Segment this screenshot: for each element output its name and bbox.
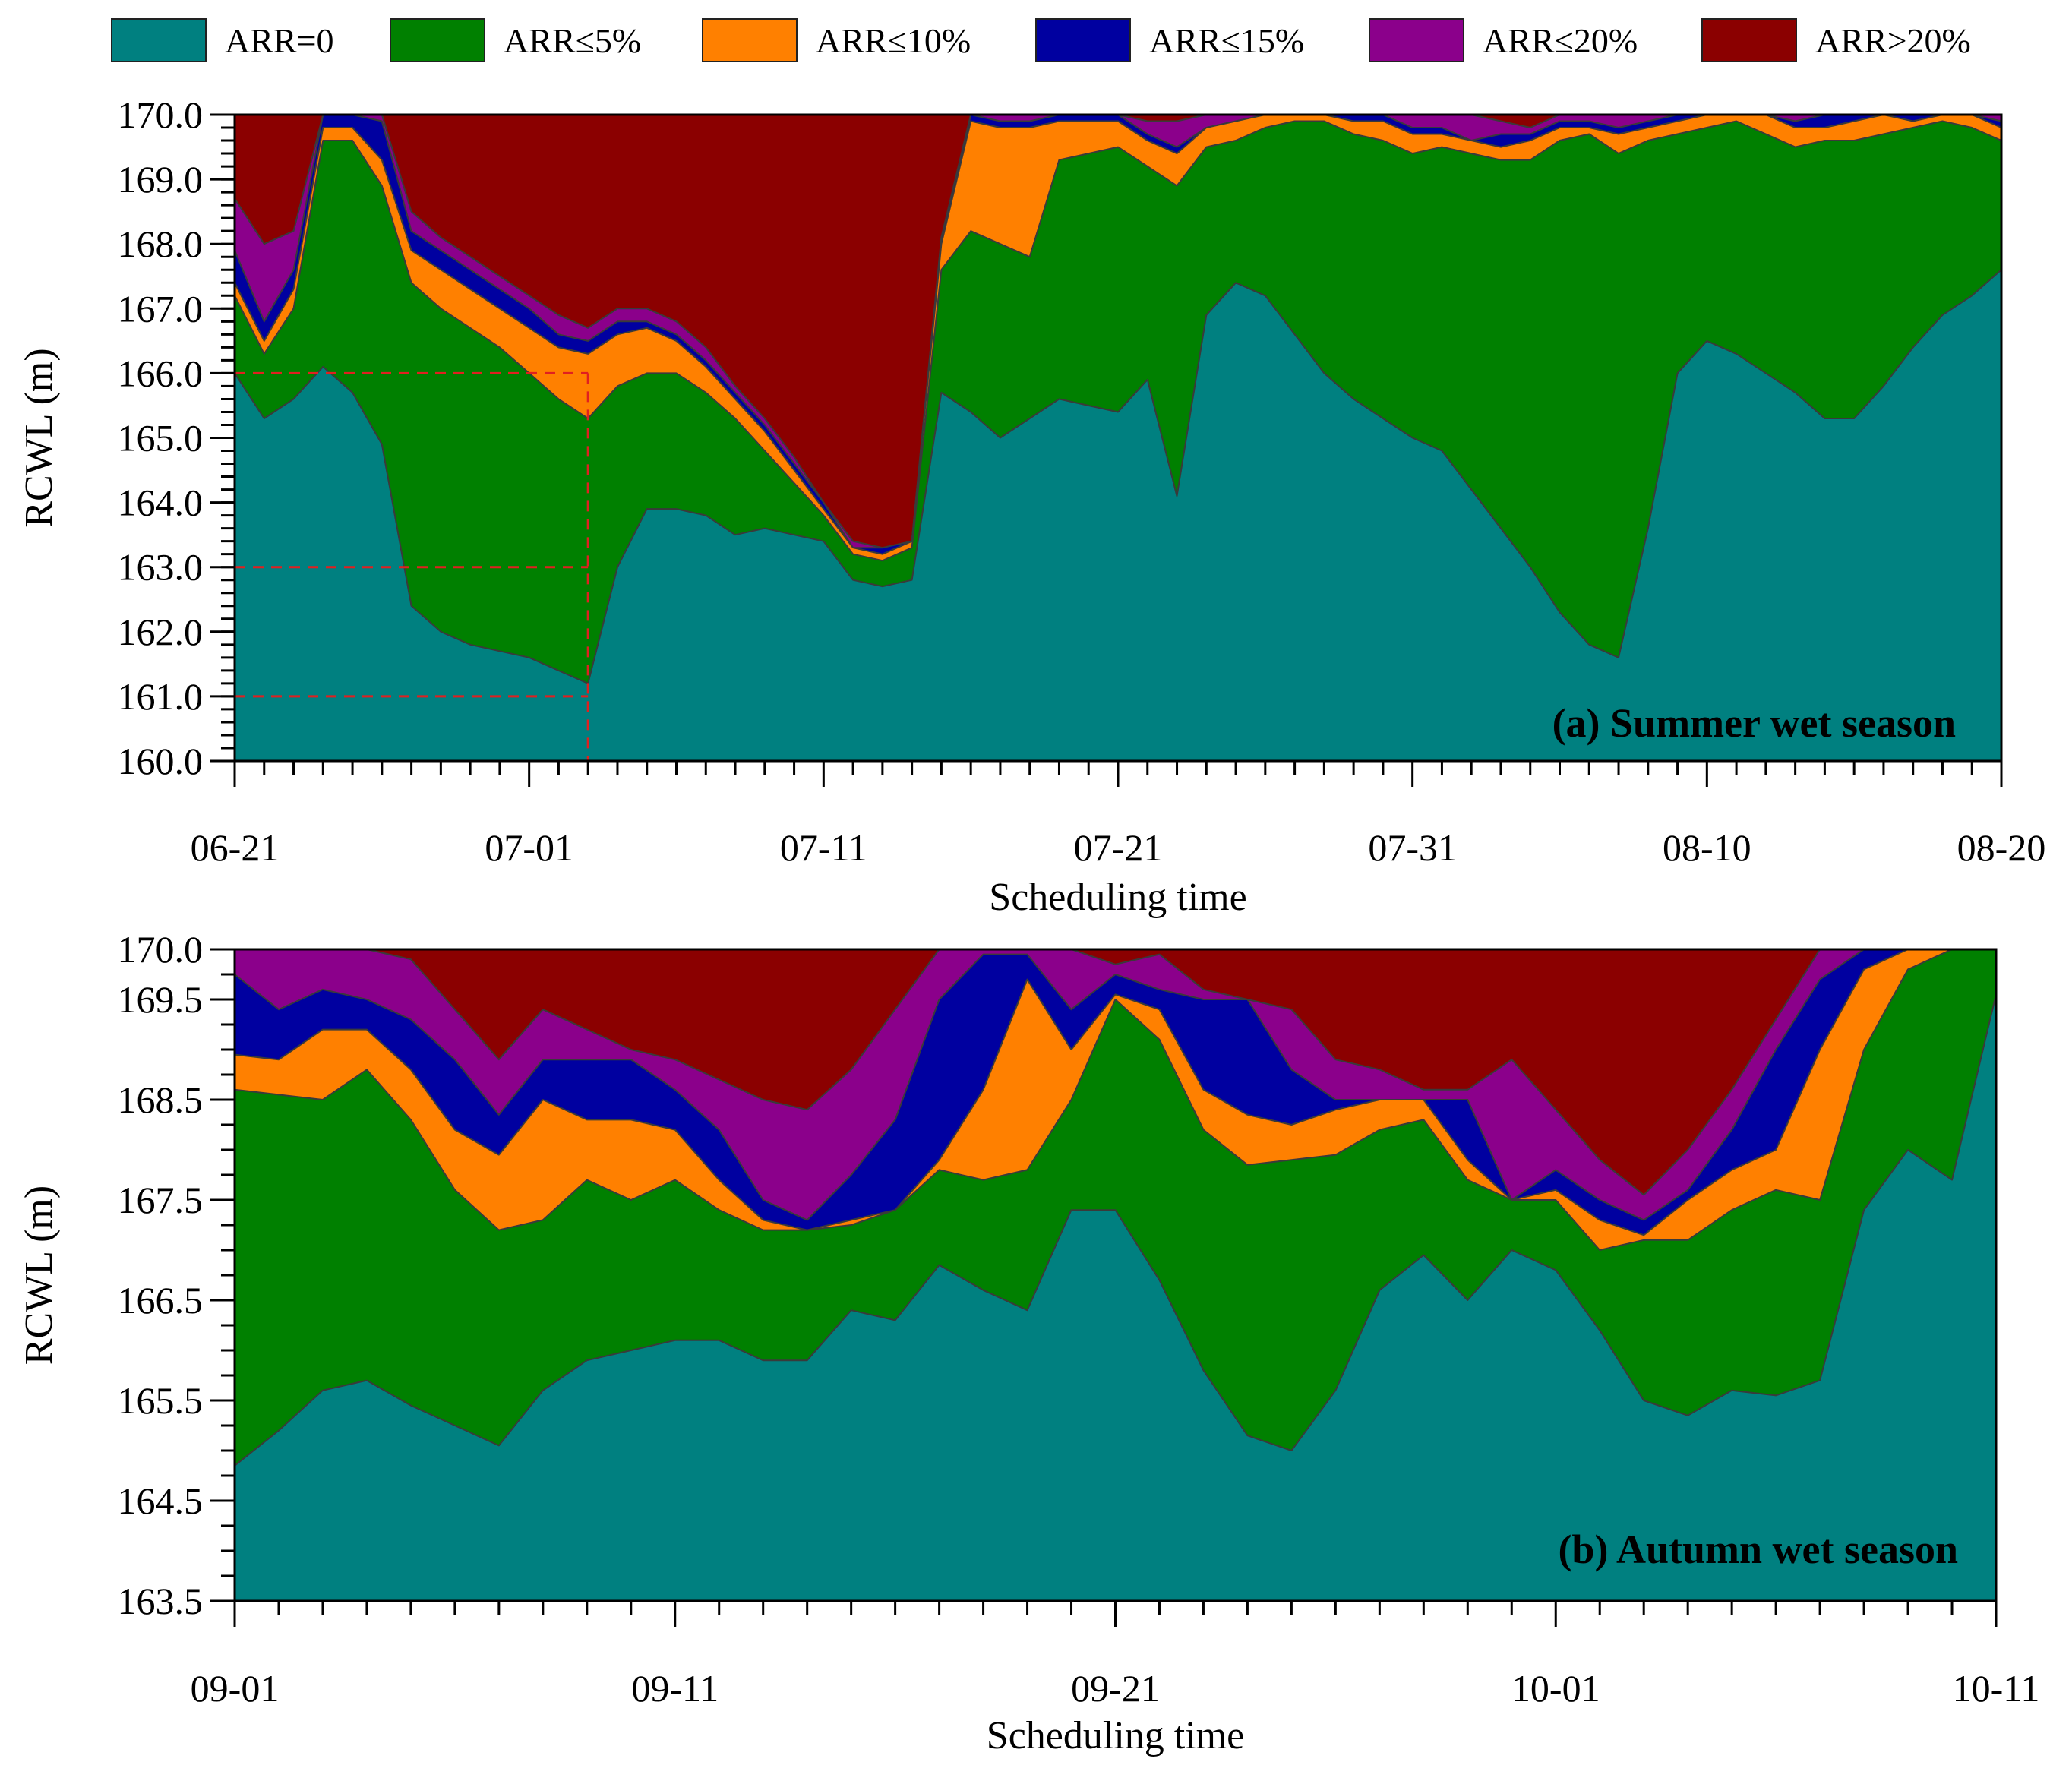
y-tick-label: 160.0 [118, 740, 204, 782]
y-axis-title: RCWL (m) [17, 348, 61, 527]
y-tick-label: 169.5 [118, 978, 204, 1021]
area-band-arr0 [234, 269, 2002, 762]
legend-swatch [111, 18, 207, 62]
x-tick-label: 08-10 [1663, 826, 1751, 869]
x-tick-label: 08-20 [1957, 826, 2046, 869]
panel-title: (a) Summer wet season [1552, 700, 1956, 746]
panel-autumn: 09-01 09-11 09-21 10-01 10-11 163.5 164.5 165.5… [17, 928, 2039, 1757]
y-tick-label: 166.0 [118, 352, 204, 394]
legend-swatch [1369, 18, 1464, 62]
x-axis-title: Scheduling time [987, 1714, 1244, 1757]
x-tick-label: 09-21 [1071, 1667, 1160, 1710]
y-tick-label: 163.5 [118, 1580, 204, 1622]
x-tick-label: 09-01 [191, 1667, 280, 1710]
y-tick-label: 168.0 [118, 223, 204, 265]
legend-item-arr-gt-20: ARR>20% [1701, 17, 1971, 64]
legend-label: ARR>20% [1815, 21, 1971, 60]
y-tick-label: 169.0 [118, 158, 204, 200]
legend-swatch [1035, 18, 1131, 62]
y-tick-label: 170.0 [118, 928, 204, 971]
y-tick-label: 162.0 [118, 611, 204, 653]
legend-label: ARR≤15% [1149, 21, 1305, 60]
legend-item-arr-le-15: ARR≤15% [1035, 17, 1304, 64]
legend-label: ARR≤20% [1483, 21, 1638, 60]
x-tick-label: 07-01 [485, 826, 573, 869]
x-tick-label: 10-01 [1511, 1667, 1600, 1710]
y-tick-label: 165.0 [118, 417, 204, 459]
legend-swatch [1701, 18, 1797, 62]
y-tick-label: 166.5 [118, 1279, 204, 1321]
legend: ARR=0 ARR≤5% ARR≤10% ARR≤15% ARR≤20% ARR… [0, 0, 2072, 84]
legend-label: ARR=0 [225, 21, 334, 60]
x-axis-title: Scheduling time [989, 876, 1246, 919]
y-tick-label: 164.0 [118, 482, 204, 524]
x-tick-label: 09-11 [631, 1667, 719, 1710]
y-tick-label: 163.0 [118, 546, 204, 589]
x-tick-label: 10-11 [1953, 1667, 2040, 1710]
legend-swatch [702, 18, 798, 62]
panel-title: (b) Autumn wet season [1558, 1527, 1958, 1572]
y-tick-label: 168.5 [118, 1078, 204, 1121]
y-tick-label: 161.0 [118, 675, 204, 718]
x-tick-label: 07-21 [1074, 826, 1163, 869]
y-tick-label: 165.5 [118, 1379, 204, 1422]
panel-summer: 06-21 07-01 07-11 07-21 07-31 08-10 08-20 160.0… [17, 93, 2045, 919]
legend-label: ARR≤10% [816, 21, 971, 60]
y-tick-label: 167.5 [118, 1179, 204, 1221]
y-axis-title: RCWL (m) [17, 1186, 61, 1365]
x-tick-label: 06-21 [191, 826, 280, 869]
legend-swatch [390, 18, 485, 62]
y-tick-label: 164.5 [118, 1479, 204, 1522]
area-band-arr0 [234, 993, 1997, 1602]
legend-item-arr-le-5: ARR≤5% [390, 17, 641, 64]
legend-item-arr-le-20: ARR≤20% [1369, 17, 1638, 64]
x-tick-label: 07-31 [1368, 826, 1457, 869]
y-tick-label: 170.0 [118, 93, 204, 136]
legend-item-arr-0: ARR=0 [111, 17, 334, 64]
legend-item-arr-le-10: ARR≤10% [702, 17, 971, 64]
x-tick-label: 07-11 [780, 826, 867, 869]
y-tick-label: 167.0 [118, 287, 204, 330]
legend-label: ARR≤5% [504, 21, 642, 60]
